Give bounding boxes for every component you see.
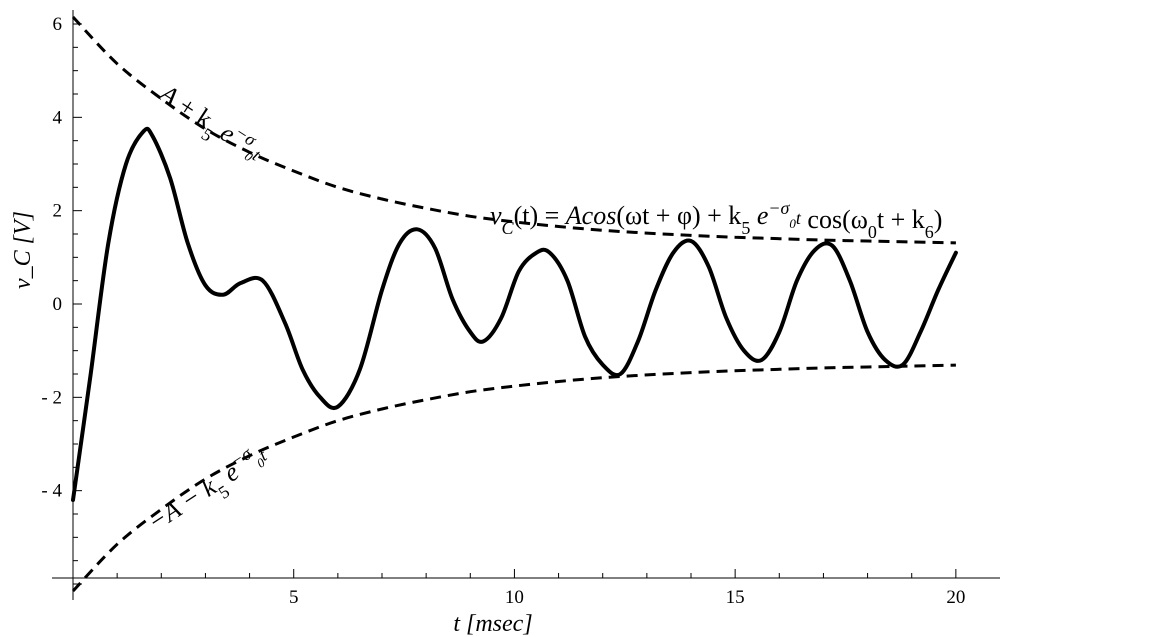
y-tick-label: 6 (53, 14, 63, 35)
x-tick-label: 10 (505, 587, 524, 608)
y-tick-label: 0 (53, 294, 63, 315)
y-tick-label: 4 (53, 107, 63, 128)
y-tick-label: 2 (53, 201, 63, 222)
lower-envelope-label: −A − k5 e−σ0t (141, 436, 277, 543)
x-tick-label: 15 (726, 587, 745, 608)
response-line (71, 126, 958, 502)
upper-envelope-line (71, 15, 956, 245)
y-tick-label: - 4 (41, 481, 62, 502)
y-tick-label: - 2 (41, 387, 62, 408)
y-axis-title-text: v_C [V] (10, 211, 36, 289)
lower-envelope-line (71, 363, 956, 593)
x-axis-title-text: t [msec] (453, 611, 532, 637)
x-tick-label: 20 (946, 587, 965, 608)
series (71, 15, 958, 593)
y-axis-title: v_C [V] (10, 211, 36, 289)
formula-label: vC(t) = Acos(ωt + φ) + k5 e−σ0t cos(ω0t … (490, 198, 942, 242)
x-tick-label: 5 (289, 587, 299, 608)
upper-envelope-label: A + k5 e−σ0t (149, 75, 271, 173)
x-axis-title: t [msec] (453, 611, 532, 637)
